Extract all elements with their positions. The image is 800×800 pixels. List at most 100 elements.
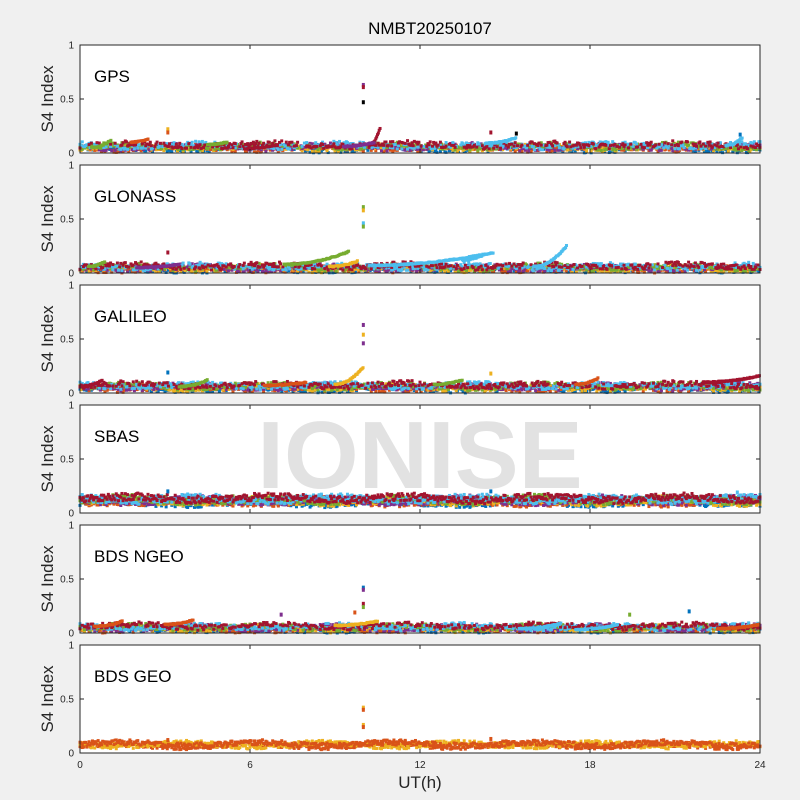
data-point: [240, 140, 244, 144]
data-point: [382, 143, 386, 147]
data-point: [305, 141, 309, 145]
data-point: [226, 269, 230, 273]
data-point: [333, 149, 337, 153]
data-point: [178, 141, 182, 145]
data-point: [470, 148, 474, 152]
data-point: [579, 146, 583, 150]
data-point: [514, 136, 518, 140]
data-point: [306, 148, 310, 152]
data-point: [587, 144, 591, 148]
data-point: [636, 145, 640, 149]
data-point: [739, 145, 743, 149]
data-point: [539, 143, 543, 147]
constellation-label: GPS: [94, 67, 130, 86]
data-point: [671, 139, 675, 143]
data-point: [93, 148, 97, 152]
data-point: [288, 267, 292, 271]
data-point: [386, 144, 390, 148]
data-point: [238, 145, 242, 149]
data-point: [623, 143, 627, 147]
data-point: [332, 142, 336, 146]
data-point: [188, 262, 192, 266]
data-point: [551, 149, 555, 153]
data-point: [255, 150, 259, 154]
data-point: [187, 142, 191, 146]
data-point: [112, 146, 116, 150]
data-point: [608, 150, 612, 154]
data-point: [427, 150, 431, 154]
data-point: [666, 146, 670, 150]
data-point: [181, 261, 185, 265]
data-point: [314, 141, 318, 145]
data-point: [649, 140, 653, 144]
data-point: [453, 148, 457, 152]
data-point: [565, 145, 569, 149]
data-point: [115, 144, 119, 148]
data-point: [339, 150, 343, 154]
y-tick-label: 0: [68, 149, 74, 160]
data-point: [553, 148, 557, 152]
data-point: [639, 142, 643, 146]
data-point: [627, 146, 631, 150]
data-point: [620, 148, 624, 152]
data-point: [296, 140, 300, 144]
data-point: [196, 150, 200, 154]
data-point: [104, 147, 108, 151]
data-point: [457, 148, 461, 152]
data-point: [110, 149, 114, 153]
data-point: [704, 144, 708, 148]
data-point: [379, 149, 383, 153]
data-point: [120, 143, 124, 147]
data-point: [693, 149, 697, 153]
data-point: [468, 148, 472, 152]
data-point: [436, 143, 440, 147]
data-point: [428, 140, 432, 144]
data-point: [181, 150, 185, 154]
data-point: [648, 143, 652, 147]
data-point: [680, 140, 684, 144]
data-point: [444, 144, 448, 148]
data-point: [310, 149, 314, 153]
data-point: [256, 269, 260, 273]
data-point: [245, 149, 249, 153]
data-point: [273, 139, 277, 143]
data-point: [614, 148, 618, 152]
data-point: [433, 149, 437, 153]
data-point: [400, 147, 404, 151]
data-point: [294, 144, 298, 148]
data-point: [345, 150, 349, 154]
data-point: [300, 149, 304, 153]
data-points-gps: [78, 82, 762, 155]
data-point: [746, 147, 750, 151]
data-point: [162, 149, 166, 153]
data-point: [325, 149, 329, 153]
data-point: [126, 147, 130, 151]
data-point: [707, 150, 711, 154]
data-point: [280, 147, 284, 151]
data-point: [563, 140, 567, 144]
chart-title: NMBT20250107: [368, 19, 492, 38]
data-point: [369, 148, 373, 152]
data-point: [573, 149, 577, 153]
data-point: [393, 148, 397, 152]
data-point: [200, 149, 204, 153]
data-point: [230, 149, 234, 153]
data-point: [121, 150, 125, 154]
data-point: [451, 141, 455, 145]
data-point: [366, 148, 370, 152]
data-point: [207, 150, 211, 154]
data-point: [321, 143, 325, 147]
data-point: [376, 131, 380, 135]
data-point: [487, 147, 491, 151]
data-point: [256, 149, 260, 153]
data-point: [194, 139, 198, 143]
data-point: [208, 148, 212, 152]
data-point: [738, 132, 742, 137]
data-point: [390, 144, 394, 148]
data-point: [151, 150, 155, 154]
data-point: [345, 141, 349, 145]
data-point: [540, 148, 544, 152]
data-point: [374, 149, 378, 153]
